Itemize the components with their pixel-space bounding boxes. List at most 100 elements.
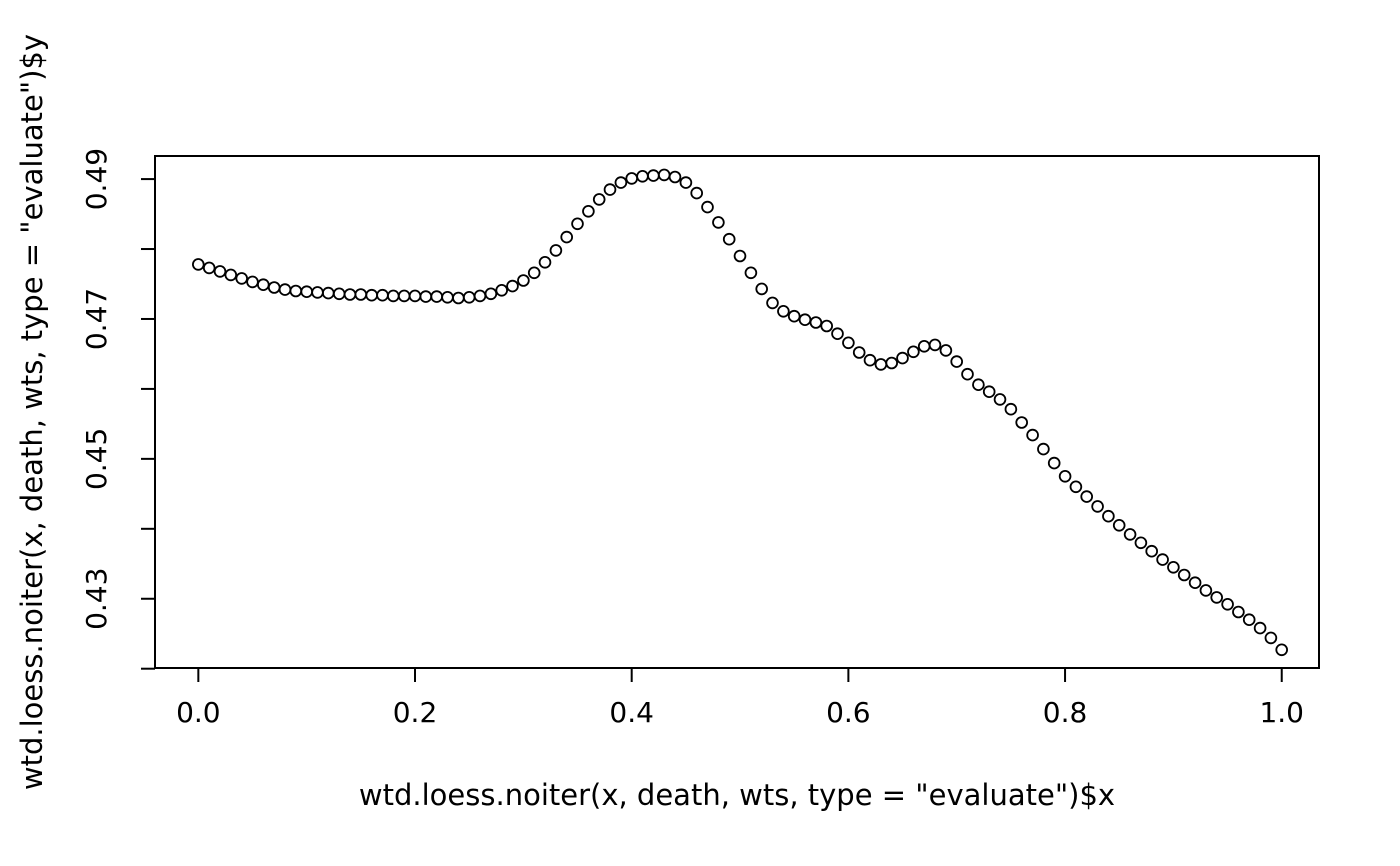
- data-point: [777, 304, 790, 318]
- data-point: [332, 287, 346, 301]
- data-point: [311, 286, 324, 299]
- data-point: [419, 290, 433, 303]
- data-point: [484, 287, 498, 301]
- data-point: [820, 319, 833, 333]
- data-point: [246, 275, 259, 289]
- data-point: [668, 170, 682, 184]
- data-point: [441, 290, 454, 304]
- data-point: [690, 186, 703, 200]
- data-point: [1015, 416, 1028, 429]
- data-point: [517, 274, 530, 287]
- data-point: [571, 217, 584, 231]
- data-point: [549, 244, 563, 257]
- data-point: [712, 216, 725, 229]
- data-point: [1112, 518, 1126, 532]
- data-point: [907, 345, 920, 359]
- data-point: [1264, 631, 1278, 645]
- data-point: [831, 327, 844, 341]
- y-tick-label: 0.47: [80, 288, 113, 350]
- data-point: [982, 385, 996, 399]
- data-point: [874, 358, 888, 371]
- data-point: [397, 289, 411, 303]
- data-point: [885, 356, 898, 370]
- data-point: [1069, 480, 1083, 494]
- y-axis-label: wtd.loess.noiter(x, death, wts, type = "…: [15, 34, 49, 790]
- data-point: [224, 268, 238, 282]
- y-tick-label: 0.49: [80, 148, 113, 210]
- data-point: [1167, 560, 1180, 574]
- data-point: [506, 279, 519, 293]
- data-point: [462, 290, 476, 304]
- data-point: [202, 261, 216, 275]
- data-point: [452, 291, 465, 305]
- data-point: [560, 230, 573, 244]
- data-point: [256, 278, 270, 292]
- data-point: [592, 193, 606, 206]
- data-point: [1253, 621, 1267, 635]
- data-point: [972, 378, 985, 392]
- data-point: [603, 183, 617, 196]
- data-point: [1156, 553, 1169, 566]
- data-point: [213, 265, 227, 278]
- data-point: [386, 289, 400, 303]
- y-tick-label: 0.43: [80, 568, 113, 630]
- data-point: [354, 288, 368, 301]
- data-point: [928, 338, 942, 352]
- data-point: [993, 393, 1007, 406]
- x-tick-label: 1.0: [1259, 696, 1304, 729]
- data-point: [1058, 469, 1072, 483]
- x-tick-label: 0.8: [1043, 696, 1088, 729]
- data-point: [896, 351, 909, 365]
- data-point: [1145, 544, 1158, 558]
- data-point: [192, 258, 205, 271]
- data-point: [1037, 442, 1050, 456]
- data-point: [722, 232, 736, 246]
- data-point: [939, 344, 953, 357]
- x-tick-label: 0.2: [393, 696, 438, 729]
- data-point: [538, 255, 552, 269]
- data-point: [278, 283, 292, 296]
- data-point: [1123, 528, 1137, 541]
- data-point: [657, 168, 671, 182]
- x-axis: 0.0 0.2 0.4 0.6 0.8 1.0: [176, 668, 1304, 729]
- data-point: [300, 285, 314, 299]
- data-points: [192, 168, 1288, 657]
- data-point: [614, 176, 628, 189]
- data-point: [766, 296, 779, 310]
- data-point: [863, 353, 877, 367]
- data-point: [1080, 490, 1093, 503]
- data-point: [582, 205, 595, 218]
- data-point: [798, 313, 812, 327]
- data-point: [787, 309, 801, 323]
- x-tick-label: 0.6: [826, 696, 871, 729]
- data-point: [961, 367, 974, 381]
- data-point: [527, 266, 541, 280]
- data-point: [1232, 605, 1245, 619]
- data-point: [1004, 402, 1018, 416]
- data-point: [267, 281, 281, 294]
- data-point: [647, 169, 660, 182]
- data-point: [1134, 536, 1148, 550]
- data-point: [1188, 576, 1202, 589]
- x-axis-label: wtd.loess.noiter(x, death, wts, type = "…: [359, 778, 1115, 812]
- data-point: [1275, 643, 1288, 657]
- y-axis: 0.43 0.45 0.47 0.49: [80, 148, 155, 670]
- data-point: [495, 283, 509, 297]
- data-point: [235, 272, 249, 285]
- data-point: [625, 172, 638, 185]
- data-point: [343, 288, 357, 301]
- data-point: [1242, 613, 1256, 626]
- data-point: [1102, 509, 1115, 523]
- data-point: [365, 288, 379, 302]
- y-tick-label: 0.45: [80, 428, 113, 490]
- data-point: [842, 336, 855, 350]
- data-point: [376, 288, 389, 302]
- data-point: [1026, 428, 1039, 442]
- data-point: [809, 316, 823, 329]
- data-point: [636, 170, 649, 183]
- data-point: [1047, 456, 1061, 470]
- data-point: [701, 200, 714, 214]
- data-point: [408, 289, 422, 303]
